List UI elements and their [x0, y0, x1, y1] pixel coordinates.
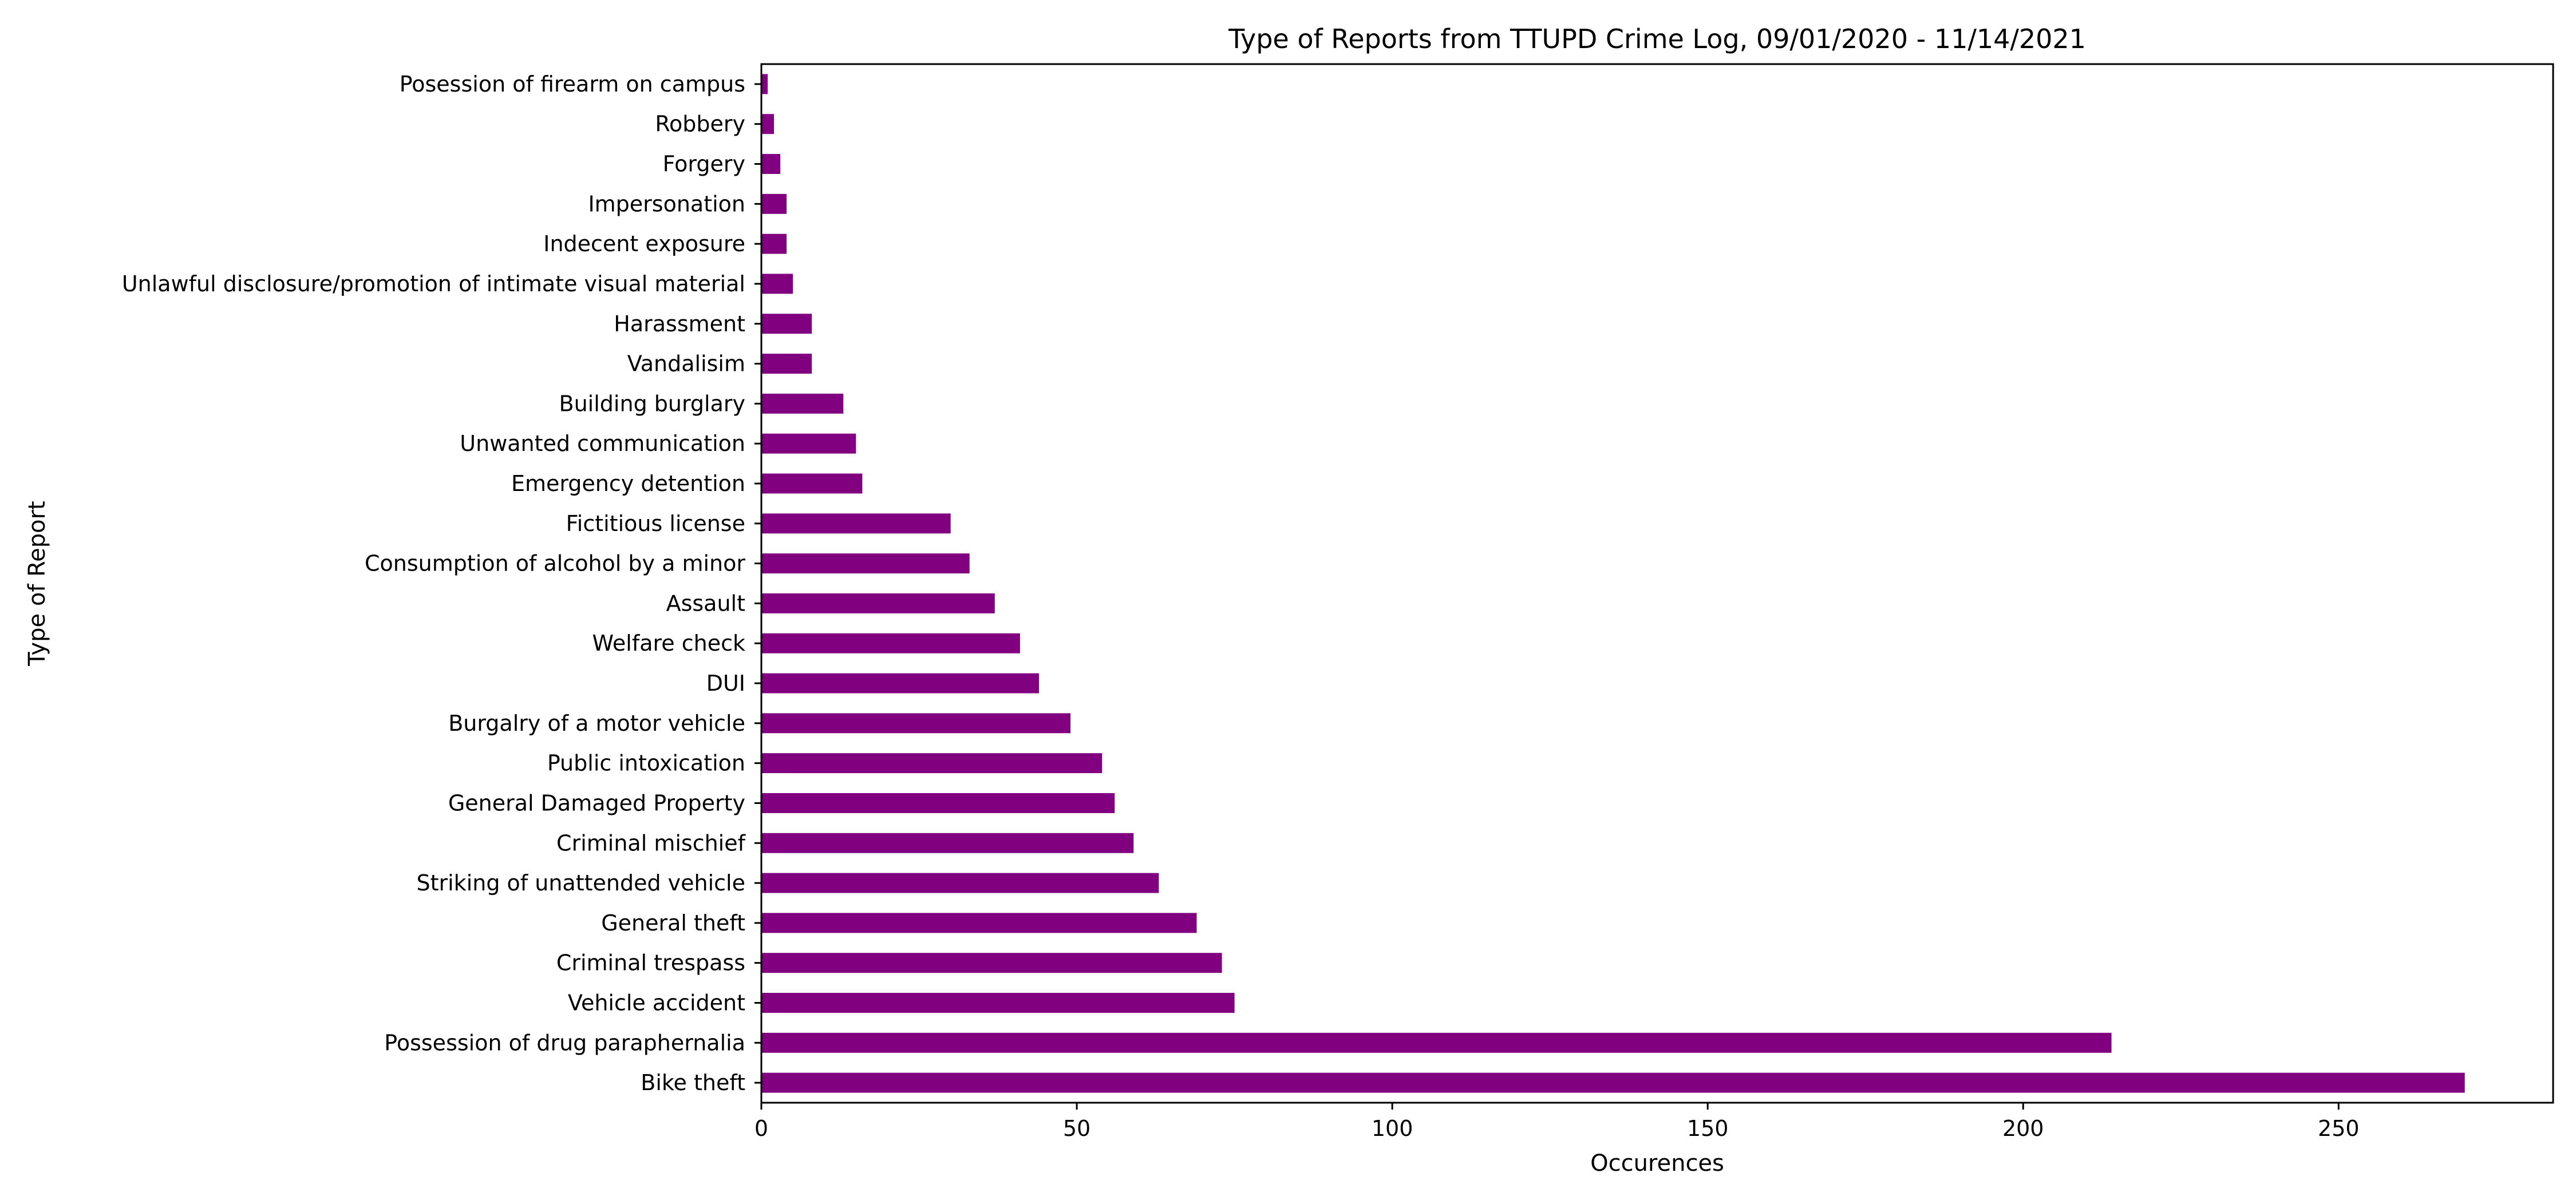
y-tick-label: Assault [666, 591, 745, 616]
y-tick-label: Striking of unattended vehicle [416, 870, 745, 896]
y-tick-label: Impersonation [588, 191, 745, 216]
y-tick-label: Criminal trespass [556, 950, 745, 976]
y-ticks-group: Bike theft Possession of drug paraphernal… [122, 72, 761, 1095]
bar [761, 953, 1222, 973]
bar [761, 753, 1103, 774]
bar [761, 354, 812, 374]
y-tick-label: Building burglary [559, 391, 745, 416]
y-tick-label: DUI [706, 671, 745, 696]
bar [761, 1072, 2465, 1093]
bar [761, 314, 812, 334]
y-tick-label: Consumption of alcohol by a minor [365, 551, 745, 576]
x-tick-label: 200 [2002, 1116, 2044, 1141]
bar [761, 633, 1020, 654]
y-tick-label: Posession of firearm on campus [400, 72, 745, 97]
bar [761, 513, 951, 534]
y-tick-label: Possession of drug paraphernalia [384, 1030, 745, 1055]
y-tick-label: General Damaged Property [448, 790, 745, 815]
bar [761, 473, 863, 494]
bar [761, 913, 1197, 933]
y-tick-label: Fictitious license [566, 511, 745, 536]
y-tick-label: Vehicle accident [568, 990, 745, 1015]
bar [761, 553, 970, 574]
y-tick-label: Robbery [655, 112, 745, 137]
y-tick-label: Public intoxication [547, 751, 745, 776]
bar [761, 74, 768, 94]
y-tick-label: Burgalry of a motor vehicle [448, 711, 745, 736]
y-tick-label: Unwanted communication [460, 431, 745, 456]
y-tick-label: Welfare check [592, 631, 745, 656]
y-tick-label: Unlawful disclosure/promotion of intimat… [122, 271, 745, 296]
y-tick-label: Criminal mischief [556, 830, 746, 856]
bar [761, 433, 856, 454]
x-tick-label: 0 [754, 1116, 768, 1141]
bar [761, 993, 1235, 1013]
y-tick-label: Indecent exposure [543, 231, 745, 256]
y-tick-label: Vandalisim [627, 351, 745, 377]
x-tick-label: 100 [1372, 1116, 1413, 1141]
bar [761, 1032, 2112, 1053]
y-tick-label: General theft [601, 910, 745, 936]
plot-frame [760, 63, 2554, 1104]
x-tick-label: 150 [1687, 1116, 1729, 1141]
y-tick-label: Emergency detention [511, 471, 745, 496]
x-tick-label: 50 [1063, 1116, 1091, 1141]
bar [761, 114, 775, 134]
y-tick-label: Harassment [614, 311, 745, 336]
bar [761, 793, 1115, 813]
bar [761, 393, 844, 414]
bars-group [761, 74, 2465, 1093]
x-tick-label: 250 [2318, 1116, 2360, 1141]
bar [761, 233, 787, 254]
chart-title: Type of Reports from TTUPD Crime Log, 09… [1228, 23, 2086, 54]
x-axis-label: Occurences [1590, 1150, 1724, 1177]
bar [761, 193, 787, 214]
bar [761, 593, 995, 613]
bar [761, 713, 1071, 734]
bar [761, 873, 1159, 893]
bar [761, 673, 1039, 694]
y-tick-label: Bike theft [641, 1070, 745, 1095]
y-tick-label: Forgery [663, 152, 745, 177]
bar [761, 833, 1134, 853]
bar [761, 154, 781, 174]
x-ticks-group: 0 50 100 150 200 250 [754, 1103, 2360, 1141]
bar [761, 274, 793, 294]
y-axis-label: Type of Report [24, 501, 50, 666]
